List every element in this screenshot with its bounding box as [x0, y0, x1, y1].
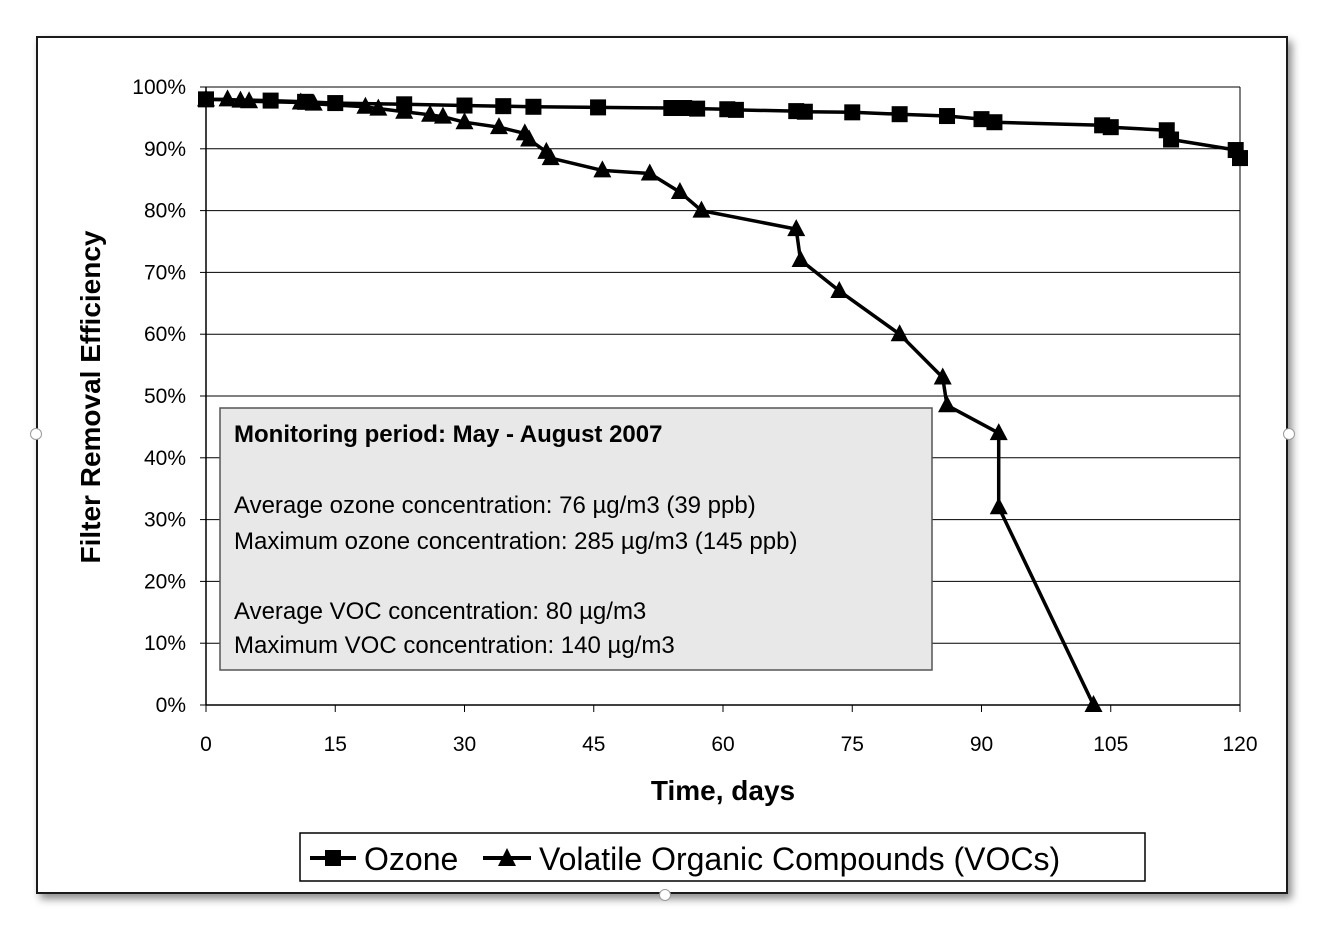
legend-item-vocs: Volatile Organic Compounds (VOCs) [483, 841, 1060, 877]
data-point-ozone [663, 100, 680, 117]
x-tick-label: 120 [1222, 733, 1257, 756]
data-point-ozone [689, 100, 706, 117]
data-point-vocs [640, 163, 659, 181]
data-point-ozone [891, 106, 908, 123]
y-tick-label: 80% [144, 200, 186, 223]
x-tick-label: 75 [841, 733, 864, 756]
data-point-vocs [421, 104, 440, 122]
data-point-vocs [989, 423, 1008, 441]
y-tick-label: 70% [144, 261, 186, 284]
data-point-vocs [989, 497, 1008, 515]
axes [200, 86, 1241, 712]
y-tick-label: 50% [144, 385, 186, 408]
data-point-vocs [369, 98, 388, 116]
x-tick-label: 45 [582, 733, 605, 756]
x-axis-title: Time, days [651, 775, 795, 806]
resize-handle-left[interactable] [30, 428, 42, 440]
data-point-vocs [593, 160, 612, 178]
data-point-ozone [727, 101, 744, 118]
data-point-vocs [791, 250, 810, 268]
series [197, 89, 1248, 712]
legend-box [299, 832, 1146, 882]
data-point-vocs [541, 148, 560, 166]
data-point-vocs [692, 200, 711, 218]
y-tick-label: 40% [144, 447, 186, 470]
annotation-heading: Monitoring period: May - August 2007 [234, 421, 662, 448]
legend-item-ozone: Ozone [310, 841, 458, 877]
x-tick-label: 0 [200, 733, 212, 756]
data-point-ozone [1102, 119, 1119, 136]
data-point-vocs [830, 280, 849, 298]
y-tick-label: 0% [156, 694, 186, 717]
data-point-ozone [973, 111, 990, 128]
data-point-ozone [676, 100, 693, 117]
data-point-vocs [291, 92, 310, 110]
annotation-line: Average ozone concentration: 76 µg/m3 (3… [234, 492, 756, 519]
data-point-ozone [590, 99, 607, 116]
y-tick-labels: 0% 10% 20% 30% 40% 50% 60% 70% 80% 90% 100% [132, 76, 186, 717]
data-point-vocs [670, 182, 689, 200]
data-point-ozone [327, 95, 344, 112]
legend-triangle-marker [498, 848, 516, 866]
data-point-vocs [356, 96, 375, 114]
annotation-line: Average VOC concentration: 80 µg/m3 [234, 598, 646, 625]
data-point-vocs [933, 367, 952, 385]
resize-handle-right[interactable] [1283, 428, 1295, 440]
data-point-vocs [489, 117, 508, 135]
data-point-ozone [796, 103, 813, 120]
data-point-vocs [890, 324, 909, 342]
data-point-vocs [240, 91, 259, 109]
y-tick-label: 10% [144, 632, 186, 655]
data-point-ozone [844, 104, 861, 121]
data-point-vocs [1084, 695, 1103, 712]
data-point-ozone [525, 98, 542, 115]
data-point-ozone [939, 108, 956, 125]
legend-label-ozone: Ozone [364, 841, 458, 877]
data-point-vocs [304, 93, 323, 111]
data-point-vocs [433, 106, 452, 124]
data-point-vocs [787, 219, 806, 237]
x-tick-label: 105 [1093, 733, 1128, 756]
resize-handle-bottom[interactable] [659, 889, 671, 901]
x-tick-label: 90 [970, 733, 993, 756]
data-point-ozone [986, 114, 1003, 131]
x-tick-label: 60 [711, 733, 734, 756]
data-point-vocs [197, 89, 215, 107]
data-point-vocs [455, 112, 474, 130]
y-tick-label: 60% [144, 323, 186, 346]
annotation-line: Maximum VOC concentration: 140 µg/m3 [234, 632, 675, 659]
y-tick-label: 90% [144, 138, 186, 161]
data-point-ozone [1163, 131, 1180, 148]
legend: Ozone Volatile Organic Compounds (VOCs) [299, 832, 1146, 882]
data-point-vocs [395, 101, 414, 119]
data-point-vocs [218, 89, 237, 107]
y-axis-title: Filter Removal Efficiency [75, 230, 106, 563]
y-tick-label: 30% [144, 509, 186, 532]
annotation-box: Monitoring period: May - August 2007 Ave… [219, 407, 933, 671]
y-tick-label: 20% [144, 570, 186, 593]
annotation-line: Maximum ozone concentration: 285 µg/m3 (… [234, 528, 797, 555]
legend-label-vocs: Volatile Organic Compounds (VOCs) [539, 841, 1060, 877]
data-point-vocs [938, 395, 957, 413]
data-point-ozone [1232, 150, 1248, 167]
data-point-vocs [520, 129, 539, 147]
data-point-ozone [495, 98, 512, 115]
annotation-background [219, 407, 933, 671]
data-point-ozone [456, 97, 473, 114]
y-tick-label: 100% [132, 76, 186, 99]
x-tick-labels: 0 15 30 45 60 75 90 105 120 [200, 733, 1257, 756]
x-tick-label: 30 [453, 733, 476, 756]
legend-square-marker [325, 850, 341, 866]
x-tick-label: 15 [324, 733, 347, 756]
